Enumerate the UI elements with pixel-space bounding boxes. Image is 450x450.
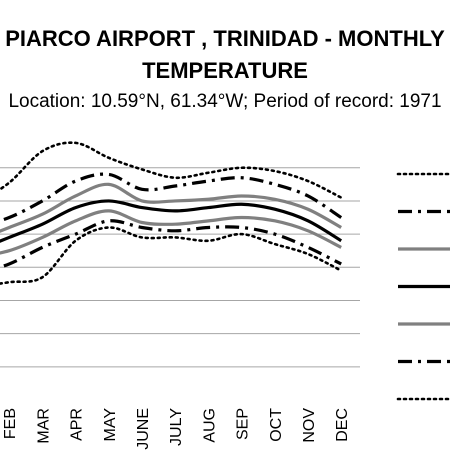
- legend: [396, 172, 450, 401]
- x-tick-label: FEB: [2, 408, 19, 439]
- chart-subtitle: Location: 10.59°N, 61.34°W; Period of re…: [8, 91, 442, 112]
- x-tick-label: SEP: [235, 408, 252, 440]
- series-lines: [0, 141, 343, 285]
- chart-title-line-2: TEMPERATURE: [142, 58, 308, 83]
- x-axis-tick-labels: JANFEBMARAPRMAYJUNEJULYAUGSEPOCTNOVDEC: [2, 408, 351, 450]
- x-tick-label: APR: [69, 408, 86, 441]
- series-line-2: [0, 172, 343, 223]
- series-line-6: [0, 219, 342, 269]
- x-tick-label: JUNE: [135, 408, 152, 450]
- x-tick-label: MAY: [102, 408, 119, 442]
- series-line-1: [0, 141, 343, 199]
- x-tick-label: DEC: [334, 408, 351, 442]
- x-tick-label: AUG: [201, 408, 218, 443]
- x-tick-label: JULY: [168, 408, 185, 446]
- x-tick-label: OCT: [268, 408, 285, 442]
- series-line-4: [0, 199, 343, 243]
- series-line-5: [0, 209, 342, 255]
- series-line-3: [0, 182, 342, 233]
- x-tick-label: NOV: [301, 408, 318, 443]
- series-line-7: [0, 226, 343, 285]
- chart-title-line-1: PIARCO AIRPORT , TRINIDAD - MONTHLY: [5, 26, 445, 51]
- x-tick-label: MAR: [35, 408, 52, 444]
- gridlines: [0, 167, 360, 368]
